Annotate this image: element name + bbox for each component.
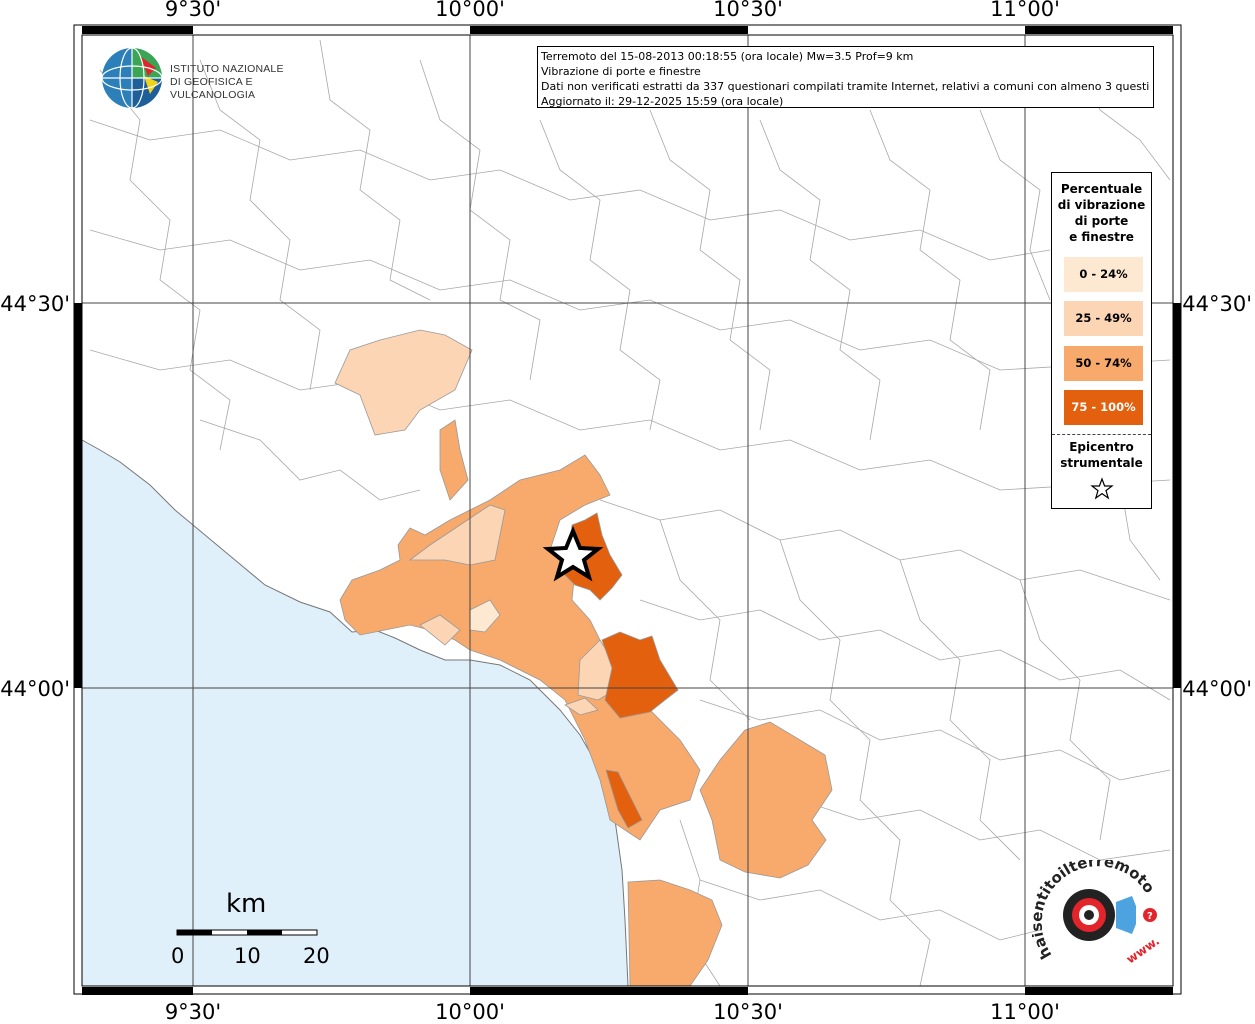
event-updated: Aggiornato il: 29-12-2025 15:59 (ora loc… [541, 95, 784, 108]
legend-title-line: di porte [1074, 214, 1129, 228]
lon-labels-bottom: 9°30' 10°00' 10°30' 11°00' [165, 1000, 1060, 1024]
municipality-borders [89, 39, 1171, 987]
hsit-badge-www: www. [1124, 934, 1162, 967]
intensity-polygons [334, 329, 833, 987]
municipality-50-74 [439, 419, 469, 501]
ingv-logo-text: ISTITUTO NAZIONALE DI GEOFISICA E VULCAN… [170, 63, 320, 102]
lon-label: 10°30' [713, 0, 783, 21]
scale-bar [176, 929, 318, 936]
sea-area [81, 439, 629, 987]
svg-text:?: ? [1147, 911, 1153, 922]
legend-item: 0 - 24% [1064, 257, 1143, 292]
municipality-25-49 [419, 614, 461, 646]
logo-line: ISTITUTO NAZIONALE [170, 63, 284, 75]
lon-label: 11°00' [990, 1000, 1060, 1024]
lat-label: 44°00' [1182, 677, 1252, 701]
graticule [82, 35, 1173, 986]
scale-tick: 0 [171, 944, 185, 968]
scale-unit: km [226, 889, 267, 919]
municipality-75-100 [601, 631, 679, 719]
legend-item: 50 - 74% [1064, 346, 1143, 381]
event-title: Terremoto del 15-08-2013 00:18:55 (ora l… [541, 50, 914, 63]
ingv-logo: ISTITUTO NAZIONALE DI GEOFISICA E VULCAN… [100, 46, 320, 110]
legend-title-line: Percentuale [1060, 182, 1143, 196]
lon-label: 9°30' [165, 1000, 221, 1024]
municipality-25-49 [334, 329, 473, 436]
lon-labels-top: 9°30' 10°00' 10°30' 11°00' [165, 0, 1060, 21]
municipality-50-74 [699, 721, 833, 879]
lat-label: 44°30' [1182, 292, 1252, 316]
lat-labels: 44°30' 44°00' 44°30' 44°00' [0, 292, 1252, 701]
legend-title-line: di vibrazione [1057, 198, 1146, 212]
legend-title-line: e finestre [1069, 230, 1134, 244]
scale-tick: 10 [234, 944, 261, 968]
logo-line: DI GEOFISICA E VULCANOLOGIA [170, 76, 256, 101]
legend-divider [1052, 434, 1151, 435]
lat-label: 44°00' [0, 677, 70, 701]
map-frame [73, 24, 1182, 995]
lon-label: 11°00' [990, 0, 1060, 21]
legend-item: 75 - 100% [1064, 390, 1143, 425]
lon-label: 9°30' [165, 0, 221, 21]
epicenter-star [542, 525, 604, 582]
legend-item: 25 - 49% [1064, 301, 1143, 336]
globe-icon [101, 47, 163, 109]
municipality-25-49 [408, 504, 506, 566]
lon-label: 10°00' [435, 0, 505, 21]
event-metric: Vibrazione di porte e finestre [541, 65, 701, 78]
legend-epicenter-line: strumentale [1060, 456, 1143, 470]
municipality-25-49 [564, 697, 599, 716]
hsit-badge: ? haisentitoilterremoto.it www. [1032, 860, 1182, 990]
event-disclaimer: Dati non verificati estratti da 337 ques… [541, 80, 1150, 93]
lon-label: 10°30' [713, 1000, 783, 1024]
lat-label: 44°30' [0, 292, 70, 316]
legend: Percentuale di vibrazione di porte e fin… [1051, 172, 1152, 509]
event-info-box: Terremoto del 15-08-2013 00:18:55 (ora l… [537, 46, 1154, 108]
scale-tick: 20 [303, 944, 330, 968]
lon-label: 10°00' [435, 1000, 505, 1024]
target-icon: ? haisentitoilterremoto.it www. [1032, 860, 1162, 967]
legend-epicenter-line: Epicentro [1069, 440, 1134, 454]
star-icon [1090, 477, 1114, 500]
municipality-75-100 [605, 769, 643, 829]
legend-epicenter-label: Epicentro strumentale [1052, 439, 1151, 471]
legend-title: Percentuale di vibrazione di porte e fin… [1052, 181, 1151, 245]
